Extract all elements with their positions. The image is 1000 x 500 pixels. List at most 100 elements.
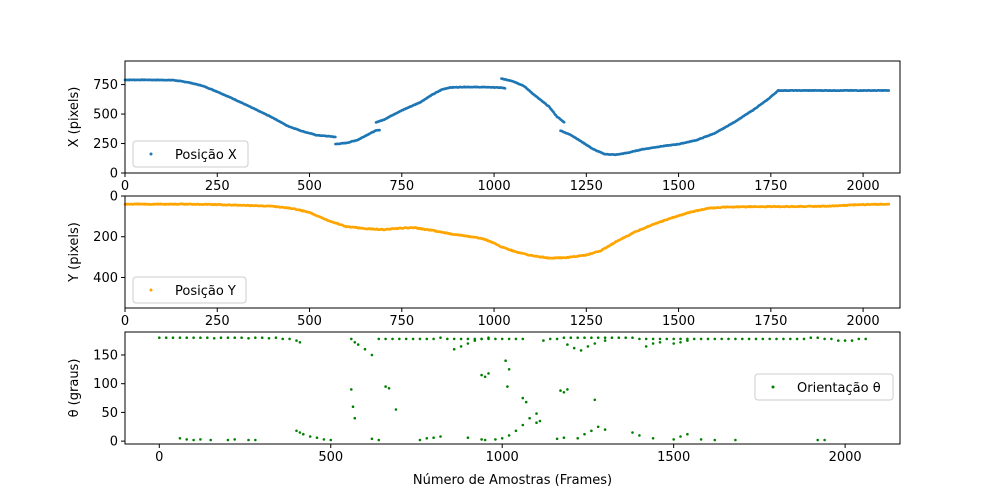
- data-point: [542, 339, 545, 342]
- data-point: [391, 337, 394, 341]
- data-point: [315, 436, 319, 440]
- data-point: [507, 434, 511, 437]
- x-tick-label: 1750: [754, 179, 787, 194]
- data-point: [506, 385, 509, 388]
- data-point: [353, 341, 357, 344]
- y-tick-label: 250: [93, 137, 118, 152]
- data-point: [233, 336, 236, 340]
- data-points: [158, 336, 867, 442]
- data-points: [123, 202, 891, 260]
- data-point: [254, 336, 257, 340]
- data-point: [418, 337, 422, 341]
- data-point: [267, 337, 271, 340]
- data-point: [569, 336, 573, 340]
- data-point: [887, 89, 891, 92]
- x-tick-label: 1250: [570, 314, 603, 329]
- data-point: [387, 387, 391, 390]
- x-position-panel: 0 250 500 750 1000 1250 1500 1750 2000 0 250 500 750…: [67, 60, 901, 194]
- data-point: [480, 337, 483, 341]
- data-point: [528, 416, 531, 420]
- data-point: [843, 339, 847, 342]
- data-point: [480, 373, 483, 377]
- data-point: [734, 337, 737, 341]
- data-point: [274, 336, 278, 340]
- data-point: [624, 336, 627, 340]
- x-tick-label: 1000: [478, 314, 511, 329]
- data-point: [480, 438, 483, 441]
- data-point: [521, 337, 525, 341]
- data-point: [233, 438, 236, 441]
- x-tick-label: 500: [297, 314, 322, 329]
- data-point: [494, 337, 497, 341]
- data-point: [192, 438, 195, 442]
- data-point: [823, 438, 826, 442]
- data-point: [576, 437, 579, 440]
- legend-marker: [771, 385, 775, 389]
- x-tick-label: 500: [297, 179, 322, 194]
- data-point: [370, 353, 374, 357]
- data-point: [816, 336, 819, 340]
- data-point: [487, 336, 490, 340]
- x-tick-label: 1250: [570, 179, 603, 194]
- data-point: [377, 337, 381, 341]
- data-point: [466, 342, 470, 345]
- data-point: [425, 437, 429, 440]
- data-point: [850, 339, 854, 342]
- x-axis-label: Número de Amostras (Frames): [413, 473, 612, 488]
- data-point: [206, 336, 209, 340]
- x-tick-label: 1000: [478, 179, 511, 194]
- data-point: [548, 337, 552, 341]
- data-point: [418, 438, 422, 442]
- data-point: [747, 337, 751, 341]
- y-tick-label: 50: [101, 406, 118, 421]
- data-point: [185, 438, 188, 441]
- data-point: [795, 337, 799, 341]
- data-point: [334, 135, 337, 139]
- data-point: [411, 337, 415, 341]
- data-point: [586, 345, 590, 348]
- data-point: [521, 396, 525, 400]
- data-point: [713, 337, 717, 341]
- data-point: [500, 437, 504, 440]
- data-point: [644, 345, 648, 348]
- data-point: [219, 336, 223, 340]
- data-point: [185, 336, 188, 340]
- data-point: [384, 385, 387, 388]
- x-tick-label: 1000: [486, 450, 519, 465]
- data-point: [816, 438, 819, 442]
- data-point: [789, 337, 792, 341]
- y-tick-label: 500: [93, 108, 118, 123]
- data-point: [452, 347, 456, 351]
- data-point: [782, 337, 785, 341]
- data-point: [500, 337, 504, 341]
- data-point: [260, 336, 264, 340]
- data-point: [370, 437, 374, 441]
- data-point: [350, 337, 353, 341]
- x-tick-label: 0: [155, 450, 163, 465]
- data-point: [398, 337, 401, 341]
- data-point: [658, 341, 662, 344]
- data-point: [610, 336, 614, 340]
- data-point: [158, 336, 161, 340]
- data-point: [583, 336, 586, 340]
- data-point: [459, 345, 463, 348]
- data-point: [686, 432, 689, 436]
- data-point: [837, 339, 840, 342]
- data-point: [353, 416, 357, 420]
- y-tick-label: 0: [110, 167, 118, 182]
- data-point: [555, 437, 559, 441]
- data-point: [487, 372, 490, 375]
- data-point: [658, 337, 662, 341]
- data-point: [459, 337, 463, 341]
- data-point: [603, 336, 607, 340]
- data-point: [562, 391, 566, 394]
- plot-frame: [124, 60, 901, 174]
- data-point: [439, 435, 442, 438]
- data-point: [212, 337, 216, 340]
- data-point: [164, 336, 168, 340]
- data-point: [864, 337, 867, 341]
- data-point: [857, 337, 861, 341]
- data-point: [775, 337, 778, 341]
- data-point: [576, 336, 579, 340]
- data-point: [503, 87, 507, 90]
